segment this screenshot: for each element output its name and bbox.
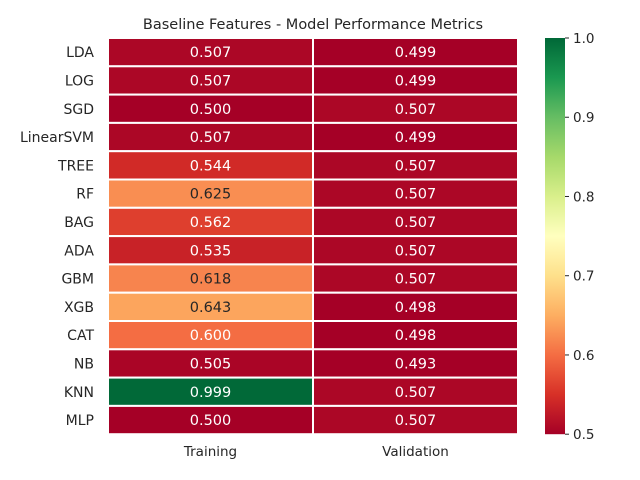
heatmap-cell [312,320,519,351]
row-label: RF [76,187,94,203]
cell-value-label: 0.544 [190,158,232,174]
cell-value-label: 0.500 [190,102,232,118]
colorbar-tick-label: 0.5 [573,427,594,443]
heatmap-cell [312,206,519,238]
heatmap-cell [107,404,314,436]
heatmap-cell [312,121,519,153]
cell-value-label: 0.499 [395,45,437,61]
row-label: LDA [66,45,94,61]
cell-value-label: 0.499 [395,73,437,89]
heatmap-cell [312,178,519,209]
cell-value-label: 0.505 [190,356,232,372]
heatmap-cell [312,348,519,379]
cell-value-label: 0.507 [395,102,437,118]
heatmap-cell [312,93,519,124]
row-labels: LDA LOG SGD LinearSVM TREE RF BAG ADA GBM XGB CAT N… [20,45,95,429]
cell-value-label: 0.562 [190,215,232,231]
heatmap-cell [312,291,519,323]
column-label: Validation [382,444,449,460]
row-label: GBM [61,272,94,288]
cell-value-label: 0.507 [395,243,437,259]
row-label: KNN [64,385,94,401]
heatmap-cell [312,404,519,436]
cell-value-label: 0.507 [395,187,437,203]
colorbar-tick-label: 0.9 [573,110,594,126]
cell-value-label: 0.618 [190,272,232,288]
heatmap-cell [312,263,519,294]
heatmap-cell [107,320,314,351]
colorbar-tick-label: 0.8 [573,189,594,205]
row-label: TREE [57,158,94,174]
column-labels: Training Validation [183,444,449,460]
row-label: XGB [64,300,94,316]
cell-value-label: 0.498 [395,300,437,316]
colorbar: 0.5 0.6 0.7 0.8 0.9 1.0 [545,31,594,443]
cell-value-label: 0.507 [395,272,437,288]
cell-value-label: 0.999 [190,385,232,401]
cell-value-label: 0.499 [395,130,437,146]
cell-value-label: 0.500 [190,413,232,429]
cell-value-label: 0.535 [190,243,232,259]
row-label: CAT [67,328,94,344]
cell-value-label: 0.625 [190,187,232,203]
cell-value-label: 0.600 [190,328,232,344]
heatmap-cells [107,37,519,436]
cell-value-label: 0.507 [190,130,232,146]
row-label: LOG [65,73,94,89]
row-label: MLP [66,413,94,429]
row-label: BAG [64,215,94,231]
cell-value-label: 0.493 [395,356,437,372]
cell-value-label: 0.507 [190,45,232,61]
cell-value-label: 0.507 [395,385,437,401]
cell-value-label: 0.498 [395,328,437,344]
colorbar-gradient [545,38,565,435]
cell-value-label: 0.507 [190,73,232,89]
cell-value-label: 0.507 [395,413,437,429]
heatmap-cell [312,235,519,266]
row-label: SGD [63,102,94,118]
heatmap-cell [107,348,314,379]
heatmap-cell [107,291,314,323]
heatmap-cell [312,150,519,181]
row-label: ADA [64,243,94,259]
cell-value-label: 0.507 [395,215,437,231]
colorbar-tick-label: 1.0 [573,31,594,47]
colorbar-tick-label: 0.6 [573,348,594,364]
cell-value-labels: 0.507 0.499 0.507 0.499 0.500 0.507 0.507 0.499… [190,45,437,429]
row-label: NB [74,356,94,372]
column-label: Training [183,444,237,460]
heatmap-cell [107,263,314,294]
cell-value-label: 0.643 [190,300,232,316]
chart-title: Baseline Features - Model Performance Me… [143,17,483,33]
colorbar-tick-label: 0.7 [573,269,594,285]
heatmap-cell [312,65,519,96]
row-label: LinearSVM [20,130,94,146]
cell-value-label: 0.507 [395,158,437,174]
